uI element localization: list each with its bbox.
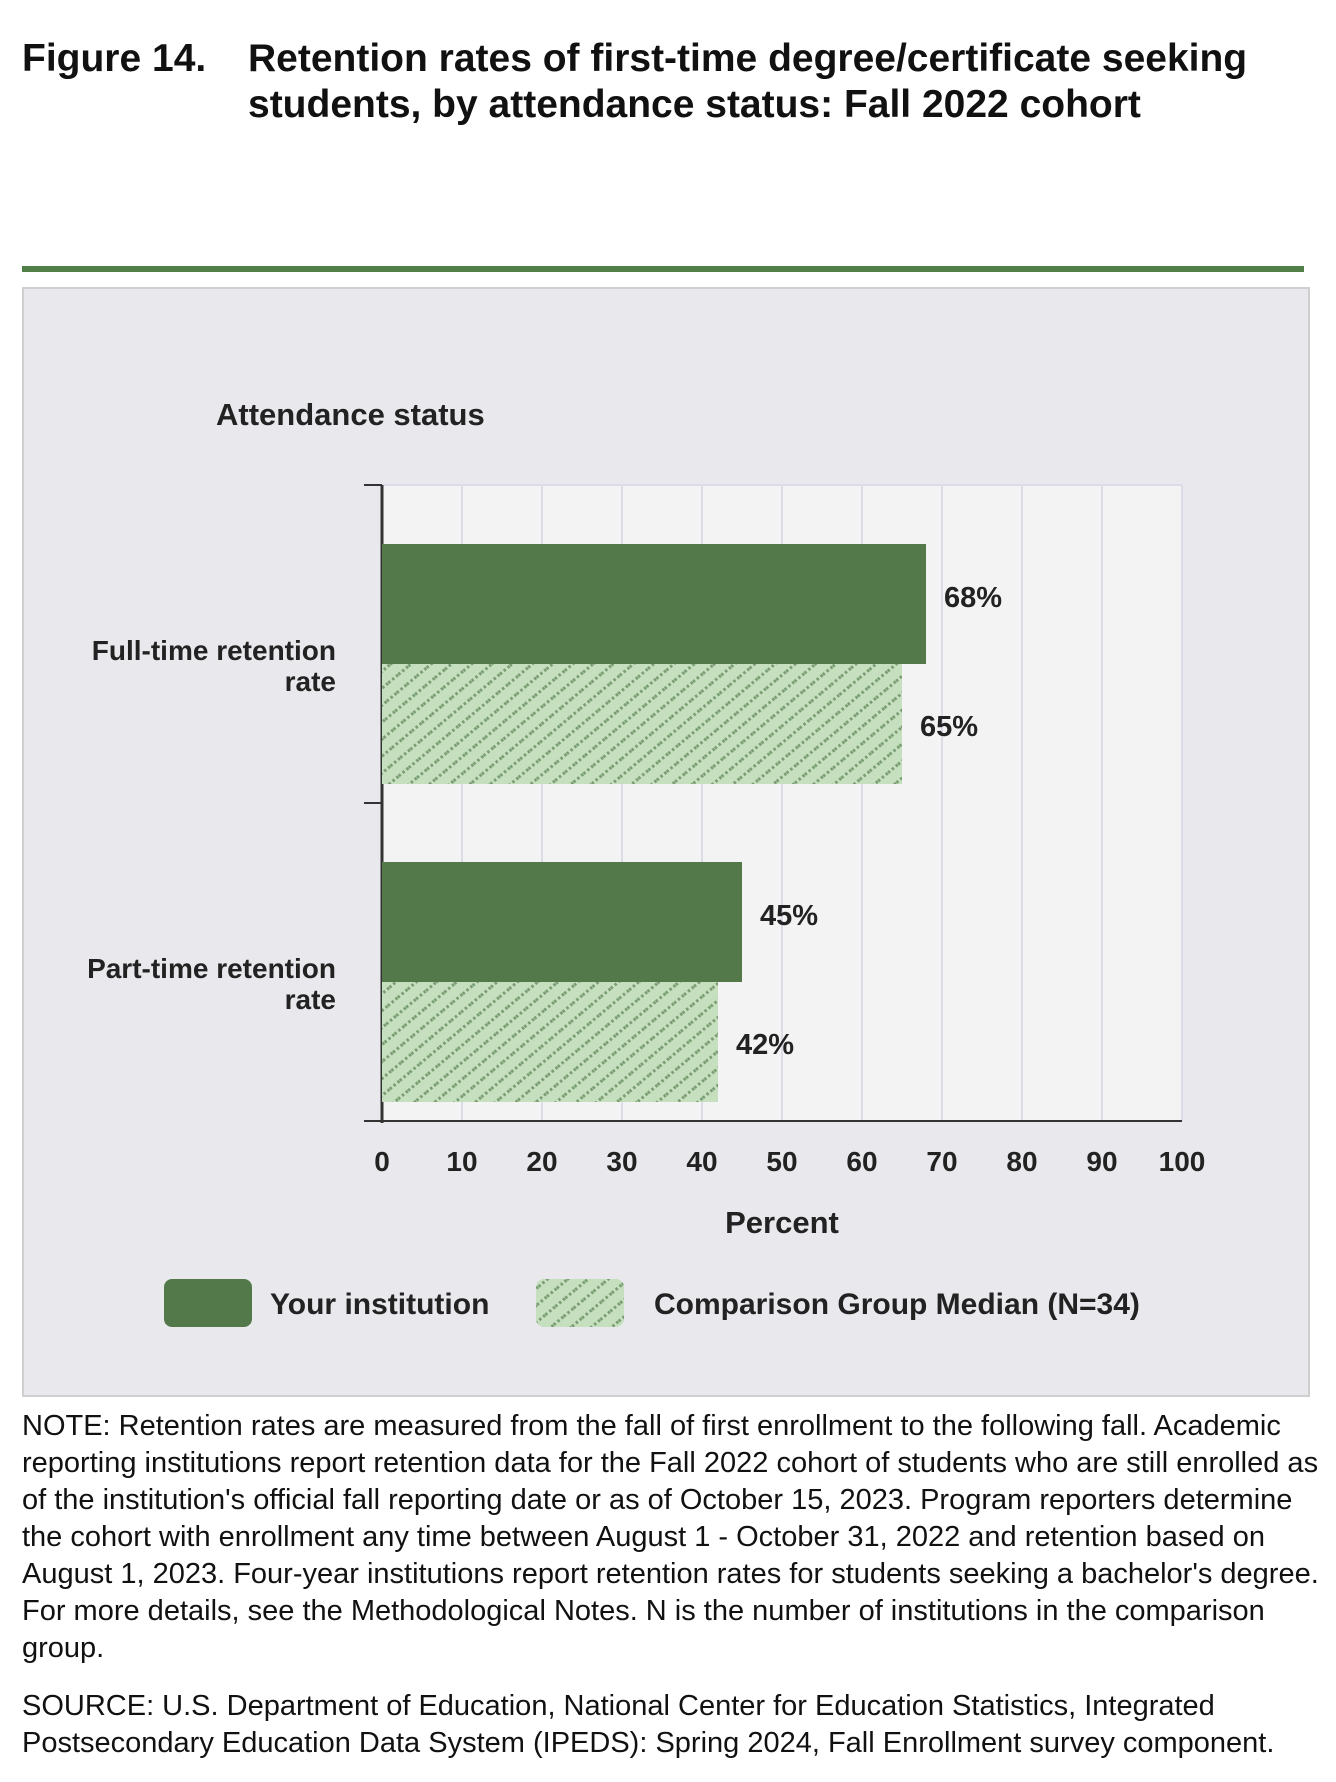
- category-label: Full-time retention rate: [92, 635, 336, 697]
- x-tick-label: 70: [926, 1146, 957, 1177]
- x-tick-label: 0: [374, 1146, 390, 1177]
- institution-bar: [382, 544, 926, 664]
- x-axis-title: Percent: [725, 1205, 839, 1240]
- x-tick-label: 50: [766, 1146, 797, 1177]
- chart-panel: 0 10 20 30 40 50 60 70 80 90 100 Percent Attendance …: [22, 287, 1310, 1397]
- bar-value-label: 45%: [760, 900, 818, 932]
- x-tick-label: 80: [1006, 1146, 1037, 1177]
- source-text: SOURCE: U.S. Department of Education, Na…: [22, 1690, 1275, 1759]
- figure-number: Figure 14.: [22, 37, 207, 80]
- legend-swatch-comparison: [536, 1279, 624, 1327]
- y-axis-title: Attendance status: [216, 397, 485, 432]
- legend-label-comparison: Comparison Group Median (N=34): [654, 1288, 1140, 1321]
- bar-value-label: 65%: [920, 711, 978, 743]
- legend-swatch-institution: [164, 1279, 252, 1327]
- category-label: Part-time retention rate: [87, 953, 336, 1015]
- x-tick-label: 100: [1159, 1146, 1206, 1177]
- bar-chart: 0 10 20 30 40 50 60 70 80 90 100 Percent Attendance …: [87, 397, 1206, 1327]
- bar-value-label: 42%: [736, 1029, 794, 1061]
- x-tick-label: 10: [446, 1146, 477, 1177]
- legend-label-institution: Your institution: [270, 1288, 489, 1321]
- title-rule: [22, 266, 1304, 272]
- note-text: NOTE: Retention rates are measured from …: [22, 1410, 1319, 1664]
- x-tick-label: 20: [526, 1146, 557, 1177]
- comparison-bar: [382, 982, 718, 1102]
- figure-title: Retention rates of first-time degree/cer…: [248, 37, 1248, 126]
- institution-bar: [382, 862, 742, 982]
- x-tick-label: 40: [686, 1146, 717, 1177]
- x-tick-label: 90: [1086, 1146, 1117, 1177]
- x-tick-label: 30: [606, 1146, 637, 1177]
- bar-value-label: 68%: [944, 582, 1002, 614]
- comparison-bar: [382, 664, 902, 784]
- x-tick-label: 60: [846, 1146, 877, 1177]
